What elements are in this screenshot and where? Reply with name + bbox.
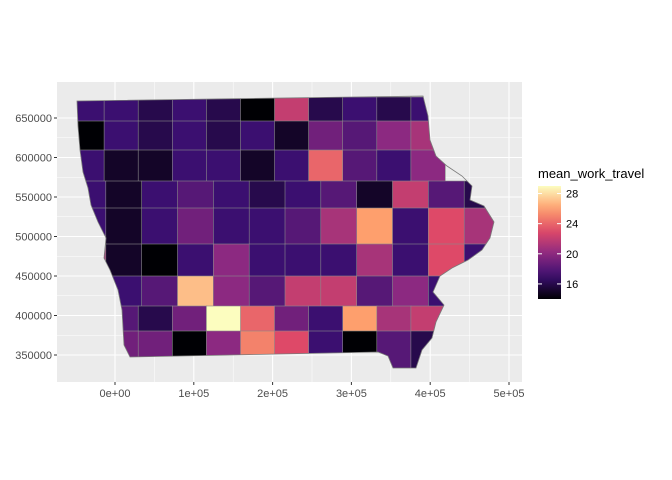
county — [137, 305, 173, 332]
county — [213, 180, 250, 209]
county — [172, 120, 208, 151]
county — [206, 149, 242, 182]
county — [392, 243, 429, 277]
x-tick-label: 1e+05 — [178, 388, 209, 400]
county — [320, 243, 358, 277]
county — [342, 120, 378, 151]
x-tick-label: 2e+05 — [257, 388, 288, 400]
county — [103, 149, 139, 182]
county — [356, 180, 394, 209]
county — [141, 207, 179, 245]
legend-tick-label: 24 — [566, 219, 578, 231]
legend-ticks: 16 20 24 28 — [538, 189, 578, 291]
y-tick-label: 400000 — [15, 311, 52, 323]
county — [376, 120, 412, 151]
x-tick-label: 5e+05 — [494, 388, 525, 400]
county — [240, 96, 276, 122]
county — [206, 305, 242, 332]
county — [105, 180, 143, 209]
county — [308, 120, 344, 151]
county — [172, 305, 208, 332]
county — [392, 275, 429, 307]
legend-tick-label: 16 — [566, 279, 578, 291]
county — [392, 180, 429, 209]
county — [376, 149, 412, 182]
county — [248, 275, 286, 307]
county — [284, 180, 322, 209]
county — [308, 149, 344, 182]
x-tick-label: 3e+05 — [336, 388, 367, 400]
county — [206, 120, 242, 151]
county — [274, 96, 310, 122]
legend-title: mean_work_travel — [538, 166, 644, 181]
county — [103, 96, 139, 122]
legend-colorbar — [538, 186, 561, 299]
county — [248, 180, 286, 209]
county — [248, 243, 286, 277]
county — [240, 120, 276, 151]
x-tick-label: 0e+00 — [100, 388, 131, 400]
county — [172, 149, 208, 182]
county — [248, 207, 286, 245]
county — [274, 149, 310, 182]
legend-tick-label: 20 — [566, 249, 578, 261]
county — [213, 207, 250, 245]
y-tick-label: 350000 — [15, 350, 52, 362]
county — [376, 305, 412, 332]
county — [105, 207, 143, 245]
county — [177, 243, 214, 277]
x-tick-label: 4e+05 — [415, 388, 446, 400]
y-tick-label: 450000 — [15, 271, 52, 283]
axes: 0e+00 1e+05 2e+05 3e+05 4e+05 5e+05 350000 4000… — [15, 113, 524, 400]
county — [177, 207, 214, 245]
county — [177, 180, 214, 209]
county — [274, 305, 310, 332]
county — [240, 305, 276, 332]
county — [177, 275, 214, 307]
county — [274, 120, 310, 151]
county — [427, 180, 465, 209]
county — [206, 96, 242, 122]
state-outline — [76, 95, 495, 369]
county — [342, 96, 378, 122]
county — [284, 275, 322, 307]
county — [284, 243, 322, 277]
county — [141, 180, 179, 209]
county — [240, 149, 276, 182]
county — [284, 207, 322, 245]
county — [427, 207, 465, 245]
county — [103, 120, 139, 151]
county — [376, 96, 412, 122]
county — [320, 275, 358, 307]
county — [308, 305, 344, 332]
y-tick-label: 600000 — [15, 153, 52, 165]
county — [356, 207, 394, 245]
county — [356, 243, 394, 277]
y-tick-label: 650000 — [15, 113, 52, 125]
county — [141, 243, 179, 277]
county — [342, 149, 378, 182]
legend-tick-label: 28 — [566, 189, 578, 201]
county — [137, 96, 173, 122]
county — [137, 149, 173, 182]
county — [320, 207, 358, 245]
county — [77, 120, 105, 151]
county — [356, 275, 394, 307]
county — [213, 275, 250, 307]
county — [172, 96, 208, 122]
y-tick-label: 550000 — [15, 192, 52, 204]
county-polygons — [77, 96, 494, 368]
county — [213, 243, 250, 277]
county — [105, 243, 143, 277]
county — [308, 96, 344, 122]
county — [320, 180, 358, 209]
legend: mean_work_travel 16 20 24 28 — [538, 166, 644, 299]
county — [141, 275, 179, 307]
y-tick-label: 500000 — [15, 232, 52, 244]
county — [137, 120, 173, 151]
county — [342, 305, 378, 332]
county — [392, 207, 429, 245]
